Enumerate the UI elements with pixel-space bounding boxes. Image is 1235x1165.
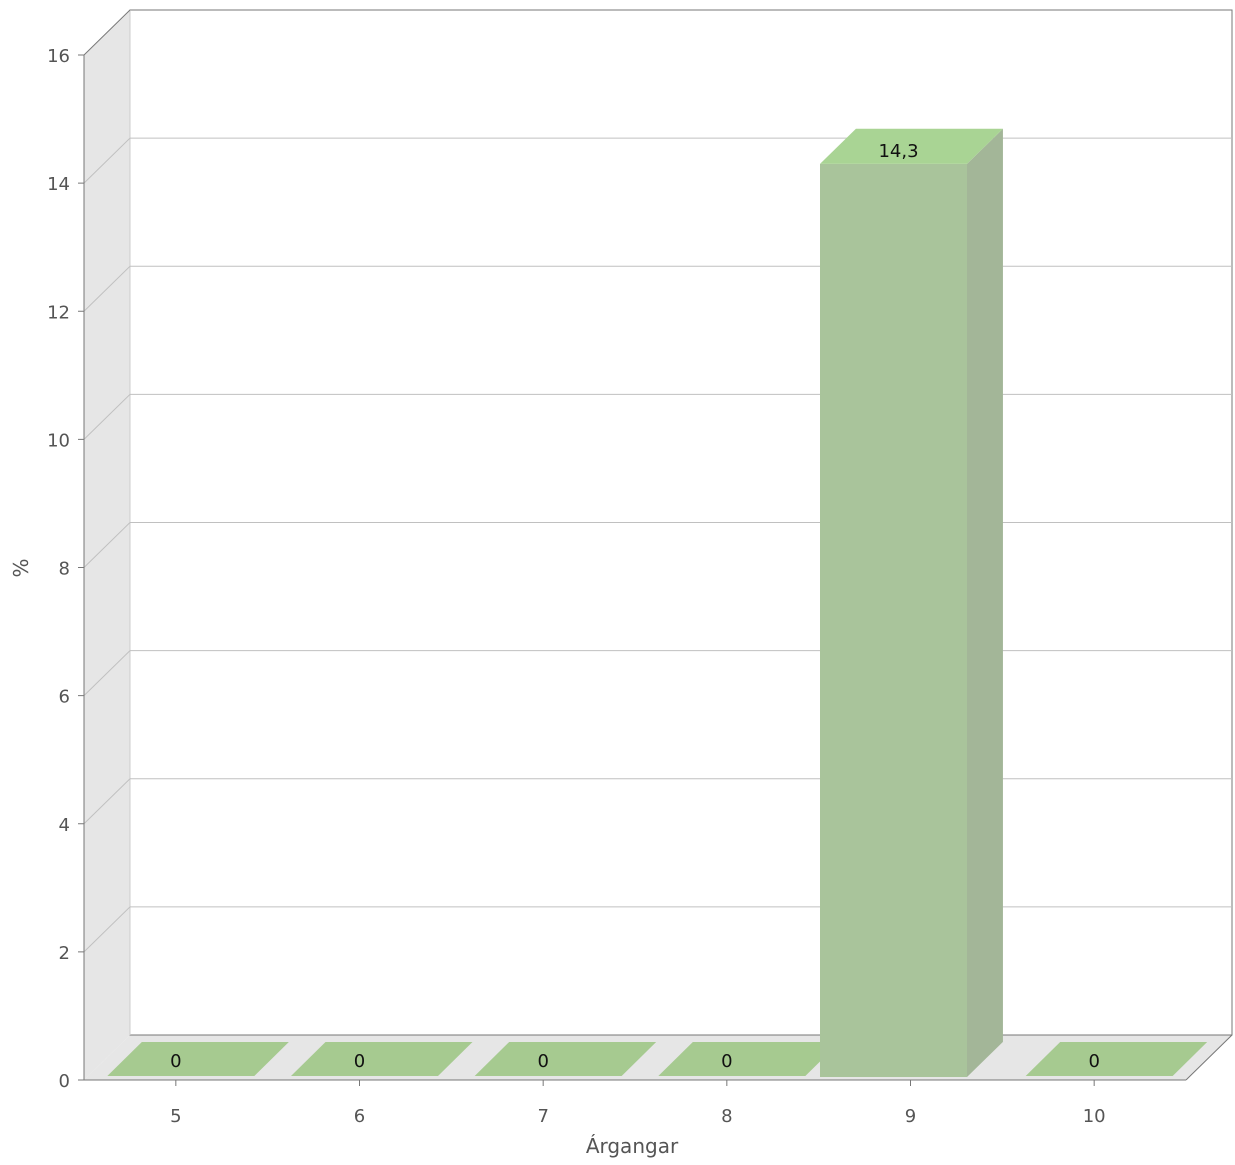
y-tick-label: 2 bbox=[59, 943, 70, 964]
x-tick-label: 10 bbox=[1083, 1106, 1106, 1127]
data-label: 14,3 bbox=[878, 141, 918, 162]
y-tick-label: 12 bbox=[47, 302, 70, 323]
x-axis-title: Árgangar bbox=[586, 1134, 679, 1158]
x-tick-label: 5 bbox=[170, 1106, 181, 1127]
x-tick-label: 7 bbox=[537, 1106, 548, 1127]
x-tick-label: 6 bbox=[354, 1106, 365, 1127]
x-tick-label: 9 bbox=[905, 1106, 916, 1127]
y-tick-label: 8 bbox=[59, 559, 70, 580]
bar-side bbox=[967, 129, 1003, 1077]
y-tick-label: 16 bbox=[47, 46, 70, 67]
y-ticks: 0 2 4 6 8 10 12 14 16 bbox=[47, 46, 84, 1092]
data-label: 0 bbox=[721, 1051, 732, 1072]
data-label: 0 bbox=[1088, 1051, 1099, 1072]
bar bbox=[820, 164, 967, 1077]
x-ticks: 5 6 7 8 9 10 bbox=[170, 1080, 1106, 1127]
y-tick-label: 6 bbox=[59, 687, 70, 708]
y-tick-label: 14 bbox=[47, 174, 70, 195]
x-tick-label: 8 bbox=[721, 1106, 732, 1127]
chart-walls bbox=[84, 10, 1232, 1080]
y-tick-label: 10 bbox=[47, 430, 70, 451]
data-label: 0 bbox=[170, 1051, 181, 1072]
y-axis-title: % bbox=[9, 558, 33, 577]
data-label: 0 bbox=[354, 1051, 365, 1072]
y-tick-label: 0 bbox=[59, 1071, 70, 1092]
y-tick-label: 4 bbox=[59, 815, 70, 836]
data-label: 0 bbox=[537, 1051, 548, 1072]
